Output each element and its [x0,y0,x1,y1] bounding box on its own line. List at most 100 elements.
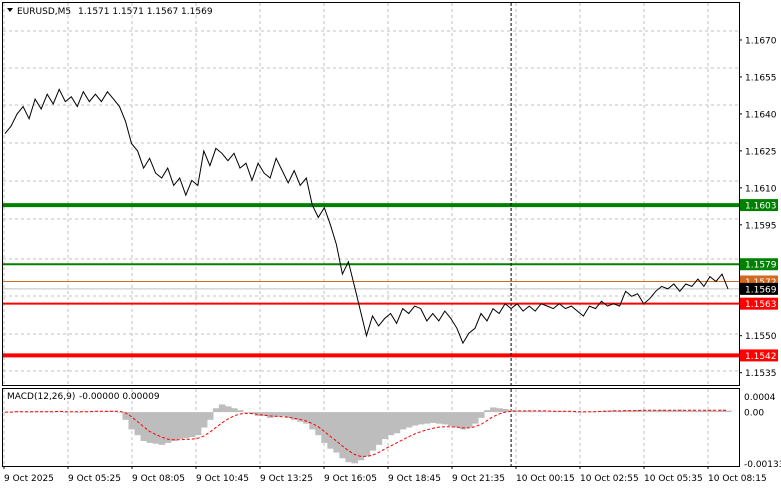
price-series [4,88,729,345]
macd-bar [194,412,202,436]
macd-bar [303,412,310,424]
macd-bar [514,410,521,413]
macd-bar [411,412,419,426]
macd-bar [339,412,347,459]
current-price-tag [740,282,778,295]
macd-bar [670,410,678,413]
time-axis: 9 Oct 2025 9 Oct 05:25 9 Oct 08:05 9 Oct 10… [3,466,767,484]
macd-bar [658,409,666,413]
price-tick-label: 1.1640 [745,110,777,120]
current-price-label: 1.1569 [745,285,777,295]
macd-bar [435,412,443,424]
macd-bar [224,406,232,413]
macd-bar [538,410,545,413]
macd-indicator [1,404,732,464]
macd-bar [682,410,690,413]
macd-bar [212,408,220,413]
macd-bar [532,411,539,413]
macd-bar [74,412,81,413]
macd-bar [152,412,160,444]
macd-bar [122,412,130,420]
macd-bar [568,411,575,413]
macd-bar [441,412,449,425]
time-tick-label: 10 Oct 02:55 [580,474,639,484]
level-tag-3 [740,297,778,310]
dropdown-triangle-icon[interactable] [7,8,13,12]
macd-tick-label: 0.00 [744,409,764,419]
macd-bar [140,412,148,441]
macd-bar [321,412,328,443]
macd-bar [490,407,497,413]
macd-bar [712,410,720,413]
macd-bar [297,412,304,422]
macd-bar [616,410,624,413]
macd-bar [345,412,353,463]
time-tick-label: 9 Oct 21:35 [452,474,505,484]
macd-bar [230,408,238,413]
price-line [4,88,729,345]
level-tag-0 [740,199,778,212]
level-label-0: 1.1603 [745,202,777,212]
macd-bar [267,412,274,418]
macd-bar [640,410,648,413]
macd-bar [182,412,190,439]
macd-bar [242,412,250,413]
macd-bar [273,412,280,417]
price-tick-label: 1.1595 [745,221,777,231]
macd-bar [459,412,467,430]
macd-bar [429,412,437,423]
macd-tick-label: -0.00133 [744,460,781,470]
macd-bar [496,408,503,413]
macd-bar [291,412,298,420]
macd-bar [206,412,214,420]
macd-bar [327,412,334,449]
macd-bar [56,411,63,413]
macd-bar [333,412,340,453]
ohlc-values: 1.1571 1.1571 1.1567 1.1569 [78,7,213,17]
macd-bar [453,412,461,428]
macd-bar [158,412,166,445]
macd-bar [502,409,509,413]
macd-bar [604,410,612,413]
macd-bar [387,412,395,436]
macd-bar [508,410,515,413]
macd-pane-frame [2,388,740,467]
macd-bar [110,411,118,413]
time-tick-label: 10 Oct 08:15 [708,474,767,484]
macd-bar [369,412,377,451]
macd-bar [381,412,389,440]
macd-bar [200,412,208,428]
macd-bar [86,411,93,413]
macd-bar [718,409,726,413]
macd-bar [236,410,244,413]
macd-label: MACD(12,26,9) [7,392,75,402]
macd-bar [164,412,172,443]
time-tick-label: 9 Oct 08:05 [132,474,185,484]
macd-bar [580,412,588,413]
macd-bar [724,410,732,413]
macd-bar [393,412,401,434]
time-tick-label: 9 Oct 16:05 [324,474,377,484]
macd-bar [218,404,226,413]
macd-bar [423,412,431,424]
macd-bar [544,411,551,413]
macd-bar [357,412,365,461]
macd-bar [399,412,407,430]
level-label-1: 1.1579 [745,261,777,271]
macd-bar [255,412,262,416]
macd-bar [417,412,425,425]
macd-bar [447,412,455,426]
level-label-3: 1.1563 [745,300,777,310]
macd-bar [405,412,413,428]
macd-bar [285,412,292,418]
macd-bar [700,410,708,413]
price-tick-label: 1.1535 [745,369,777,379]
price-tick-label: 1.1670 [745,36,777,46]
macd-bar [363,412,371,457]
macd-tick-label: 0.0004 [744,393,776,403]
macd-bar [261,412,268,416]
macd-axis: 0.0004 0.00 -0.00133 [744,393,781,470]
